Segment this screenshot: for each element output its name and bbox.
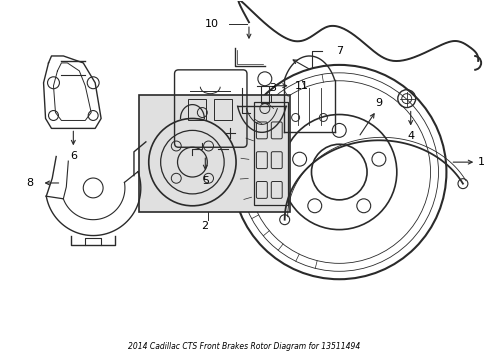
Text: 5: 5	[202, 176, 208, 186]
Text: 9: 9	[374, 98, 381, 108]
Text: 2: 2	[201, 221, 207, 231]
Bar	[253, 102, 287, 205]
Text: 4: 4	[407, 131, 413, 141]
Text: 1: 1	[477, 157, 484, 167]
Bar	[139, 95, 289, 212]
Text: 10: 10	[205, 19, 219, 29]
Text: 3: 3	[269, 83, 276, 93]
Bar	[188, 99, 206, 121]
Bar	[214, 99, 232, 121]
Text: 2014 Cadillac CTS Front Brakes Rotor Diagram for 13511494: 2014 Cadillac CTS Front Brakes Rotor Dia…	[128, 342, 359, 351]
Text: 6: 6	[70, 151, 77, 161]
Text: 7: 7	[336, 46, 343, 56]
Text: 11: 11	[294, 81, 308, 91]
Text: 8: 8	[26, 178, 34, 188]
